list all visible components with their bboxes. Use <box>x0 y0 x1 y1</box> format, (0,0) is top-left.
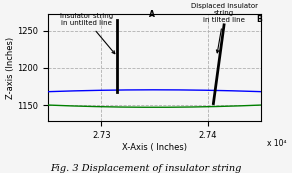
Text: x 10⁴: x 10⁴ <box>267 139 286 148</box>
X-axis label: X-Axis ( Inches): X-Axis ( Inches) <box>122 143 187 152</box>
Text: A: A <box>150 10 155 19</box>
Y-axis label: Z-axis (Inches): Z-axis (Inches) <box>6 37 15 99</box>
Text: Fig. 3 Displacement of insulator string: Fig. 3 Displacement of insulator string <box>50 164 242 173</box>
Text: Displaced insulator
string
in tilted line: Displaced insulator string in tilted lin… <box>191 3 258 53</box>
Text: B: B <box>256 15 262 24</box>
Text: Insulator string
in untilted line: Insulator string in untilted line <box>60 13 115 54</box>
